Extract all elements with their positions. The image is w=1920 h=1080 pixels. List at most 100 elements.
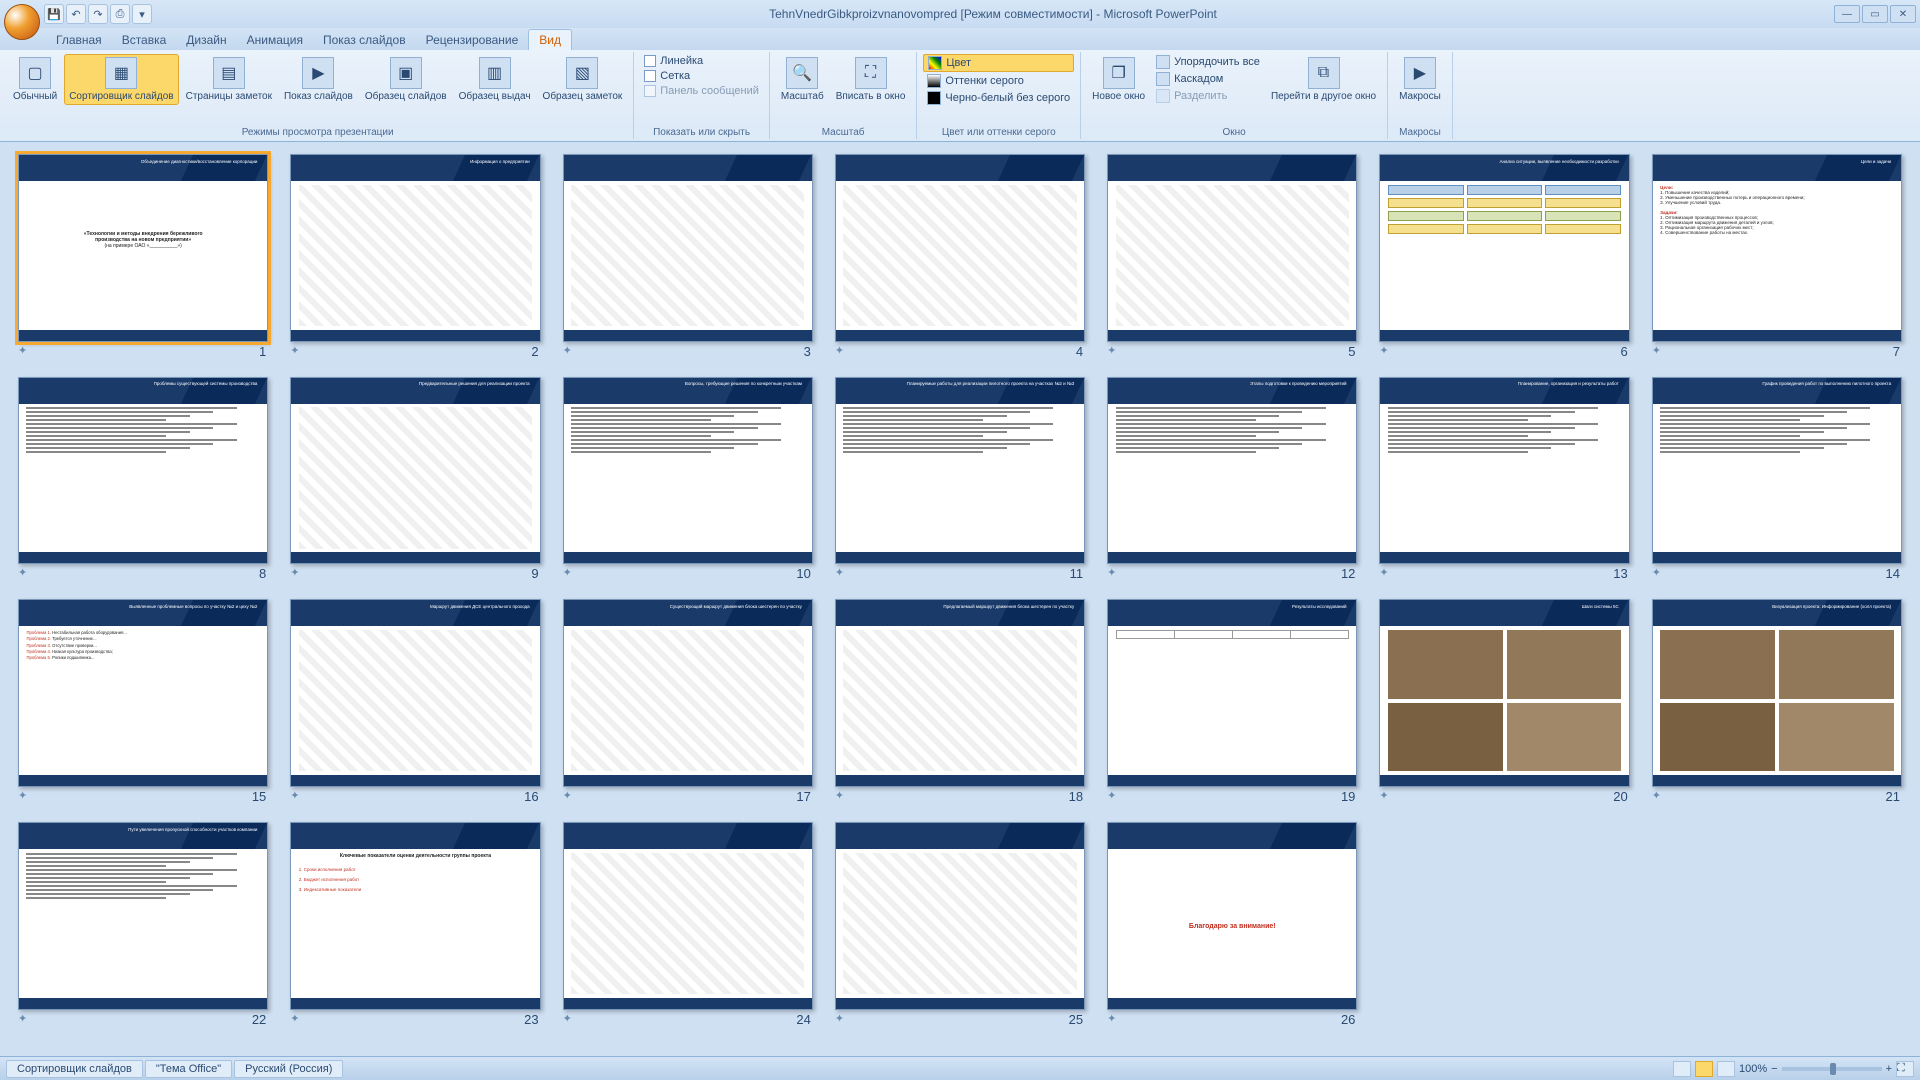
statusbar-show-view-icon[interactable] (1717, 1061, 1735, 1077)
slide-thumb-20[interactable]: Шаги системы 5С (1379, 599, 1629, 787)
slide-thumbnail[interactable]: Планирование, организация и результаты р… (1379, 377, 1629, 582)
switch-window-button[interactable]: ⧉Перейти в другое окно (1266, 54, 1381, 105)
slide-thumb-17[interactable]: Существующий маршрут движения блока шест… (563, 599, 813, 787)
slide-thumb-21[interactable]: Визуализация проекта: Информирование (хо… (1652, 599, 1902, 787)
tab-design[interactable]: Дизайн (176, 30, 236, 50)
msgbar-checkbox[interactable]: Панель сообщений (640, 84, 763, 98)
tab-animation[interactable]: Анимация (237, 30, 313, 50)
qat-redo-icon[interactable]: ↷ (88, 4, 108, 24)
view-sorter-button[interactable]: ▦Сортировщик слайдов (64, 54, 178, 105)
slide-thumbnail[interactable]: Анализ ситуации, выявление необходимости… (1379, 154, 1629, 359)
bw-button[interactable]: Черно-белый без серого (923, 90, 1074, 106)
office-button[interactable] (4, 4, 40, 40)
slide-sorter-pane[interactable]: Объединение диагностики/восстановление к… (0, 142, 1920, 1056)
statusbar-sorter-view-icon[interactable] (1695, 1061, 1713, 1077)
slide-thumb-13[interactable]: Планирование, организация и результаты р… (1379, 377, 1629, 565)
slide-thumb-6[interactable]: Анализ ситуации, выявление необходимости… (1379, 154, 1629, 342)
tab-slideshow[interactable]: Показ слайдов (313, 30, 416, 50)
status-language[interactable]: Русский (Россия) (234, 1060, 343, 1078)
tab-insert[interactable]: Вставка (112, 30, 177, 50)
qat-save-icon[interactable]: 💾 (44, 4, 64, 24)
maximize-button[interactable]: ▭ (1862, 5, 1888, 23)
slide-thumbnail[interactable]: Проблемы существующей системы производст… (18, 377, 268, 582)
grid-checkbox[interactable]: Сетка (640, 69, 763, 83)
slide-thumb-9[interactable]: Предварительные решения для реализации п… (290, 377, 540, 565)
slide-thumbnail[interactable]: Результаты исследований ✦19 (1107, 599, 1357, 804)
ruler-checkbox[interactable]: Линейка (640, 54, 763, 68)
slide-thumbnail[interactable]: Цели и задачи Цели:1. Повышение качества… (1652, 154, 1902, 359)
close-button[interactable]: ✕ (1890, 5, 1916, 23)
slide-thumbnail[interactable]: Выявленные проблемные вопросы по участку… (18, 599, 268, 804)
view-master-slides-button[interactable]: ▣Образец слайдов (360, 54, 452, 105)
slide-thumb-3[interactable] (563, 154, 813, 342)
statusbar-normal-view-icon[interactable] (1673, 1061, 1691, 1077)
slide-thumb-22[interactable]: Пути увеличения пропускной способности у… (18, 822, 268, 1010)
slide-thumb-11[interactable]: Планируемые работы для реализации пилотн… (835, 377, 1085, 565)
view-notes-button[interactable]: ▤Страницы заметок (181, 54, 277, 105)
slide-thumbnail[interactable]: Маршрут движения ДСЕ центрального проход… (290, 599, 540, 804)
qat-undo-icon[interactable]: ↶ (66, 4, 86, 24)
color-button[interactable]: Цвет (923, 54, 1074, 72)
slide-thumb-7[interactable]: Цели и задачи Цели:1. Повышение качества… (1652, 154, 1902, 342)
split-button[interactable]: Разделить (1152, 88, 1264, 104)
slide-thumbnail[interactable]: Вопросы, требующие решения по конкретным… (563, 377, 813, 582)
slide-thumb-10[interactable]: Вопросы, требующие решения по конкретным… (563, 377, 813, 565)
view-normal-button[interactable]: ▢Обычный (8, 54, 62, 105)
qat-dropdown-icon[interactable]: ▾ (132, 4, 152, 24)
fit-to-window-button[interactable]: ⛶ (1896, 1061, 1914, 1077)
fit-window-button[interactable]: ⛶Вписать в окно (831, 54, 911, 105)
zoom-out-button[interactable]: − (1771, 1063, 1777, 1075)
slide-thumb-4[interactable] (835, 154, 1085, 342)
macros-button[interactable]: ▶Макросы (1394, 54, 1446, 105)
slide-thumbnail[interactable]: Этапы подготовки к проведению мероприяти… (1107, 377, 1357, 582)
view-master-notes-button[interactable]: ▧Образец заметок (538, 54, 628, 105)
zoom-in-button[interactable]: + (1886, 1063, 1892, 1075)
slide-thumb-5[interactable] (1107, 154, 1357, 342)
new-window-button[interactable]: ❐Новое окно (1087, 54, 1150, 105)
tab-home[interactable]: Главная (46, 30, 112, 50)
slide-thumb-19[interactable]: Результаты исследований (1107, 599, 1357, 787)
slide-thumbnail[interactable]: Ключевые показатели оценки деятельности … (290, 822, 540, 1027)
slide-thumb-16[interactable]: Маршрут движения ДСЕ центрального проход… (290, 599, 540, 787)
slide-thumbnail[interactable]: Визуализация проекта: Информирование (хо… (1652, 599, 1902, 804)
tab-view[interactable]: Вид (528, 29, 572, 50)
qat-print-icon[interactable]: ⎙ (110, 4, 130, 24)
slide-thumb-23[interactable]: Ключевые показатели оценки деятельности … (290, 822, 540, 1010)
slide-thumb-18[interactable]: Предлагаемый маршрут движения блока шест… (835, 599, 1085, 787)
slide-thumb-24[interactable] (563, 822, 813, 1010)
slide-thumbnail[interactable]: Существующий маршрут движения блока шест… (563, 599, 813, 804)
slide-thumbnail[interactable]: Пути увеличения пропускной способности у… (18, 822, 268, 1027)
grayscale-button[interactable]: Оттенки серого (923, 73, 1074, 89)
zoom-button[interactable]: 🔍Масштаб (776, 54, 829, 105)
slide-thumbnail[interactable]: Планируемые работы для реализации пилотн… (835, 377, 1085, 582)
slide-thumbnail[interactable]: Шаги системы 5С ✦20 (1379, 599, 1629, 804)
slide-thumbnail[interactable]: ✦3 (563, 154, 813, 359)
view-show-button[interactable]: ▶Показ слайдов (279, 54, 358, 105)
slide-thumbnail[interactable]: Предварительные решения для реализации п… (290, 377, 540, 582)
slide-thumbnail[interactable]: ✦5 (1107, 154, 1357, 359)
slide-thumb-8[interactable]: Проблемы существующей системы производст… (18, 377, 268, 565)
slide-thumb-25[interactable] (835, 822, 1085, 1010)
zoom-slider[interactable] (1782, 1067, 1882, 1071)
slide-thumb-15[interactable]: Выявленные проблемные вопросы по участку… (18, 599, 268, 787)
arrange-all-button[interactable]: Упорядочить все (1152, 54, 1264, 70)
slide-thumb-1[interactable]: Объединение диагностики/восстановление к… (18, 154, 268, 342)
slide-thumb-2[interactable]: Информация о предприятии (290, 154, 540, 342)
slide-thumbnail[interactable]: ✦4 (835, 154, 1085, 359)
slide-thumb-12[interactable]: Этапы подготовки к проведению мероприяти… (1107, 377, 1357, 565)
slide-thumbnail[interactable]: Информация о предприятии ✦2 (290, 154, 540, 359)
cascade-button[interactable]: Каскадом (1152, 71, 1264, 87)
status-theme[interactable]: "Тема Office" (145, 1060, 232, 1078)
status-mode[interactable]: Сортировщик слайдов (6, 1060, 143, 1078)
slide-thumbnail[interactable]: Объединение диагностики/восстановление к… (18, 154, 268, 359)
slide-thumb-14[interactable]: График проведения работ по выполнению пи… (1652, 377, 1902, 565)
minimize-button[interactable]: — (1834, 5, 1860, 23)
zoom-thumb[interactable] (1830, 1063, 1836, 1075)
slide-thumbnail[interactable]: ✦25 (835, 822, 1085, 1027)
slide-thumbnail[interactable]: График проведения работ по выполнению пи… (1652, 377, 1902, 582)
slide-thumb-26[interactable]: Благодарю за внимание! (1107, 822, 1357, 1010)
slide-thumbnail[interactable]: Благодарю за внимание! ✦26 (1107, 822, 1357, 1027)
slide-thumbnail[interactable]: ✦24 (563, 822, 813, 1027)
view-master-handout-button[interactable]: ▥Образец выдач (454, 54, 536, 105)
slide-thumbnail[interactable]: Предлагаемый маршрут движения блока шест… (835, 599, 1085, 804)
